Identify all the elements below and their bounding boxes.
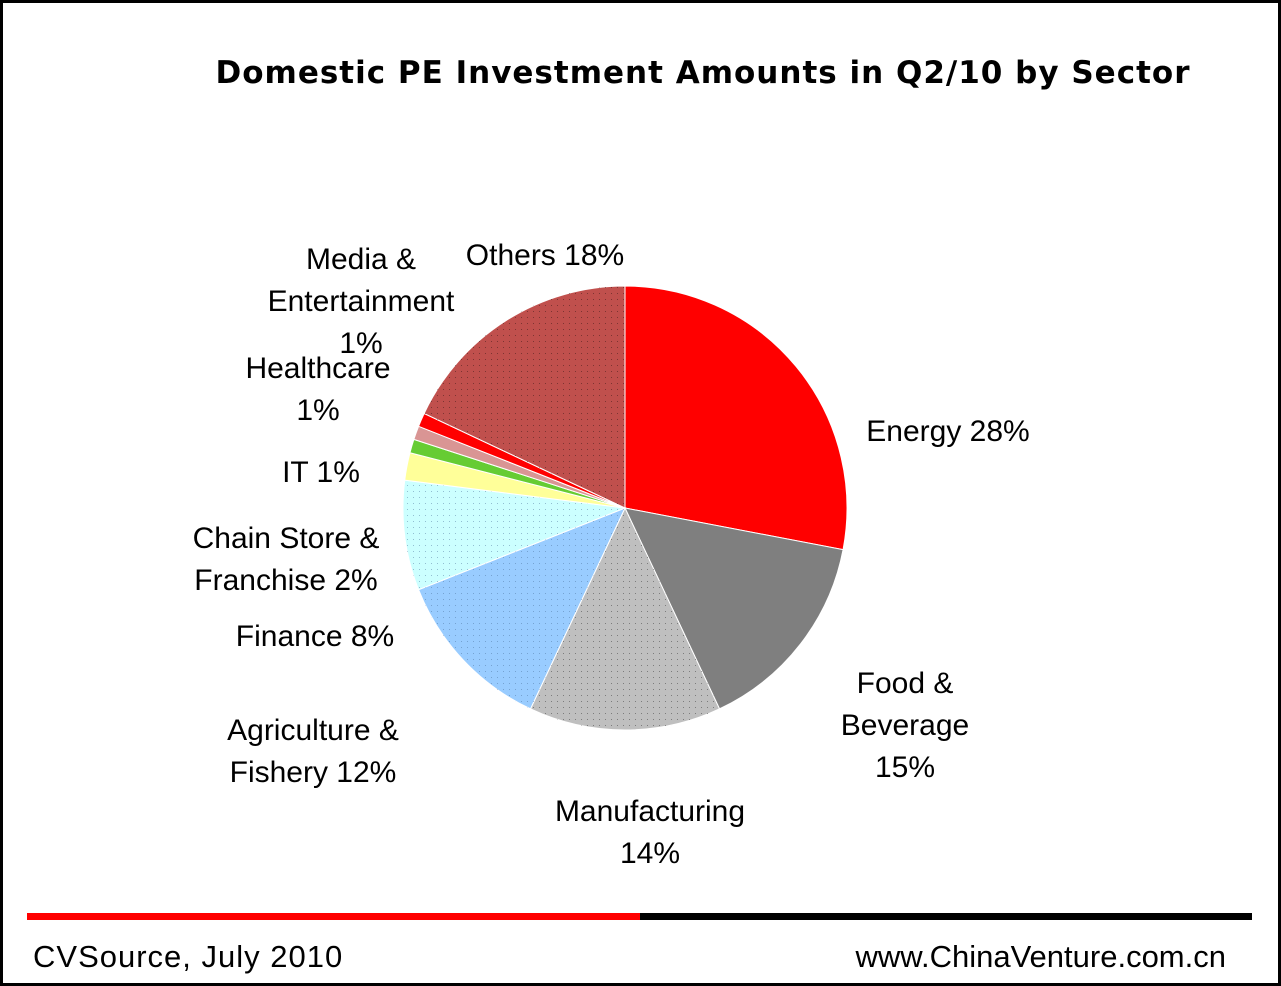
- slice-label-line: 14%: [620, 837, 680, 870]
- source-credit: CVSource, July 2010: [33, 939, 344, 974]
- slice-label-line: 1%: [296, 394, 339, 427]
- slice-label-finance: Finance 8%: [236, 620, 394, 653]
- slice-label-line: Media &: [306, 243, 416, 276]
- slice-label-manufacturing: Manufacturing 14%: [555, 795, 745, 870]
- slice-label-chain-store-franchise: Chain Store & Franchise 2%: [193, 522, 380, 597]
- slice-label-line: Beverage: [841, 709, 969, 742]
- slice-label-line: Fishery 12%: [230, 756, 397, 789]
- website-credit: www.ChinaVenture.com.cn: [855, 939, 1226, 974]
- pie-slice-texture: [424, 286, 625, 508]
- slice-label-line: Entertainment: [268, 285, 455, 318]
- slice-label-others: Others 18%: [466, 239, 624, 272]
- footer-rule: [27, 913, 1252, 920]
- pie-slice-texture: [403, 480, 625, 590]
- slice-label-food-beverage: Food & Beverage 15%: [841, 667, 969, 784]
- slice-label-line: Chain Store &: [193, 522, 380, 555]
- pie-chart: Energy 28% Food & Beverage 15% Manufacturing…: [193, 239, 1030, 870]
- slice-label-it: IT 1%: [282, 456, 360, 489]
- slice-label-healthcare: Healthcare 1%: [245, 352, 390, 427]
- pie-slice-energy: [624, 285, 848, 551]
- pie-slice-texture: [418, 508, 625, 709]
- slice-label-line: Manufacturing: [555, 795, 745, 828]
- pie-slice-texture: [530, 508, 720, 730]
- slice-label-line: Healthcare: [245, 352, 390, 385]
- slice-label-line: IT 1%: [282, 456, 360, 489]
- footer-rule-black: [639, 913, 1252, 920]
- slice-label-media-entertainment: Media & Entertainment 1%: [268, 243, 455, 360]
- slice-label-agriculture-fishery: Agriculture & Fishery 12%: [227, 714, 399, 789]
- slice-label-line: 15%: [875, 751, 935, 784]
- chart-title: Domestic PE Investment Amounts in Q2/10 …: [215, 55, 1191, 91]
- slice-label-line: Agriculture &: [227, 714, 399, 747]
- slice-label-line: Energy 28%: [866, 415, 1029, 448]
- slice-label-line: Finance 8%: [236, 620, 394, 653]
- pie-slice-food-beverage: [624, 507, 844, 710]
- slice-label-energy: Energy 28%: [866, 415, 1029, 448]
- footer-rule-red: [27, 913, 640, 920]
- slice-label-line: Food &: [857, 667, 954, 700]
- slice-label-line: Franchise 2%: [194, 564, 377, 597]
- slice-label-line: Others 18%: [466, 239, 624, 272]
- slice-label-line: 1%: [339, 327, 382, 360]
